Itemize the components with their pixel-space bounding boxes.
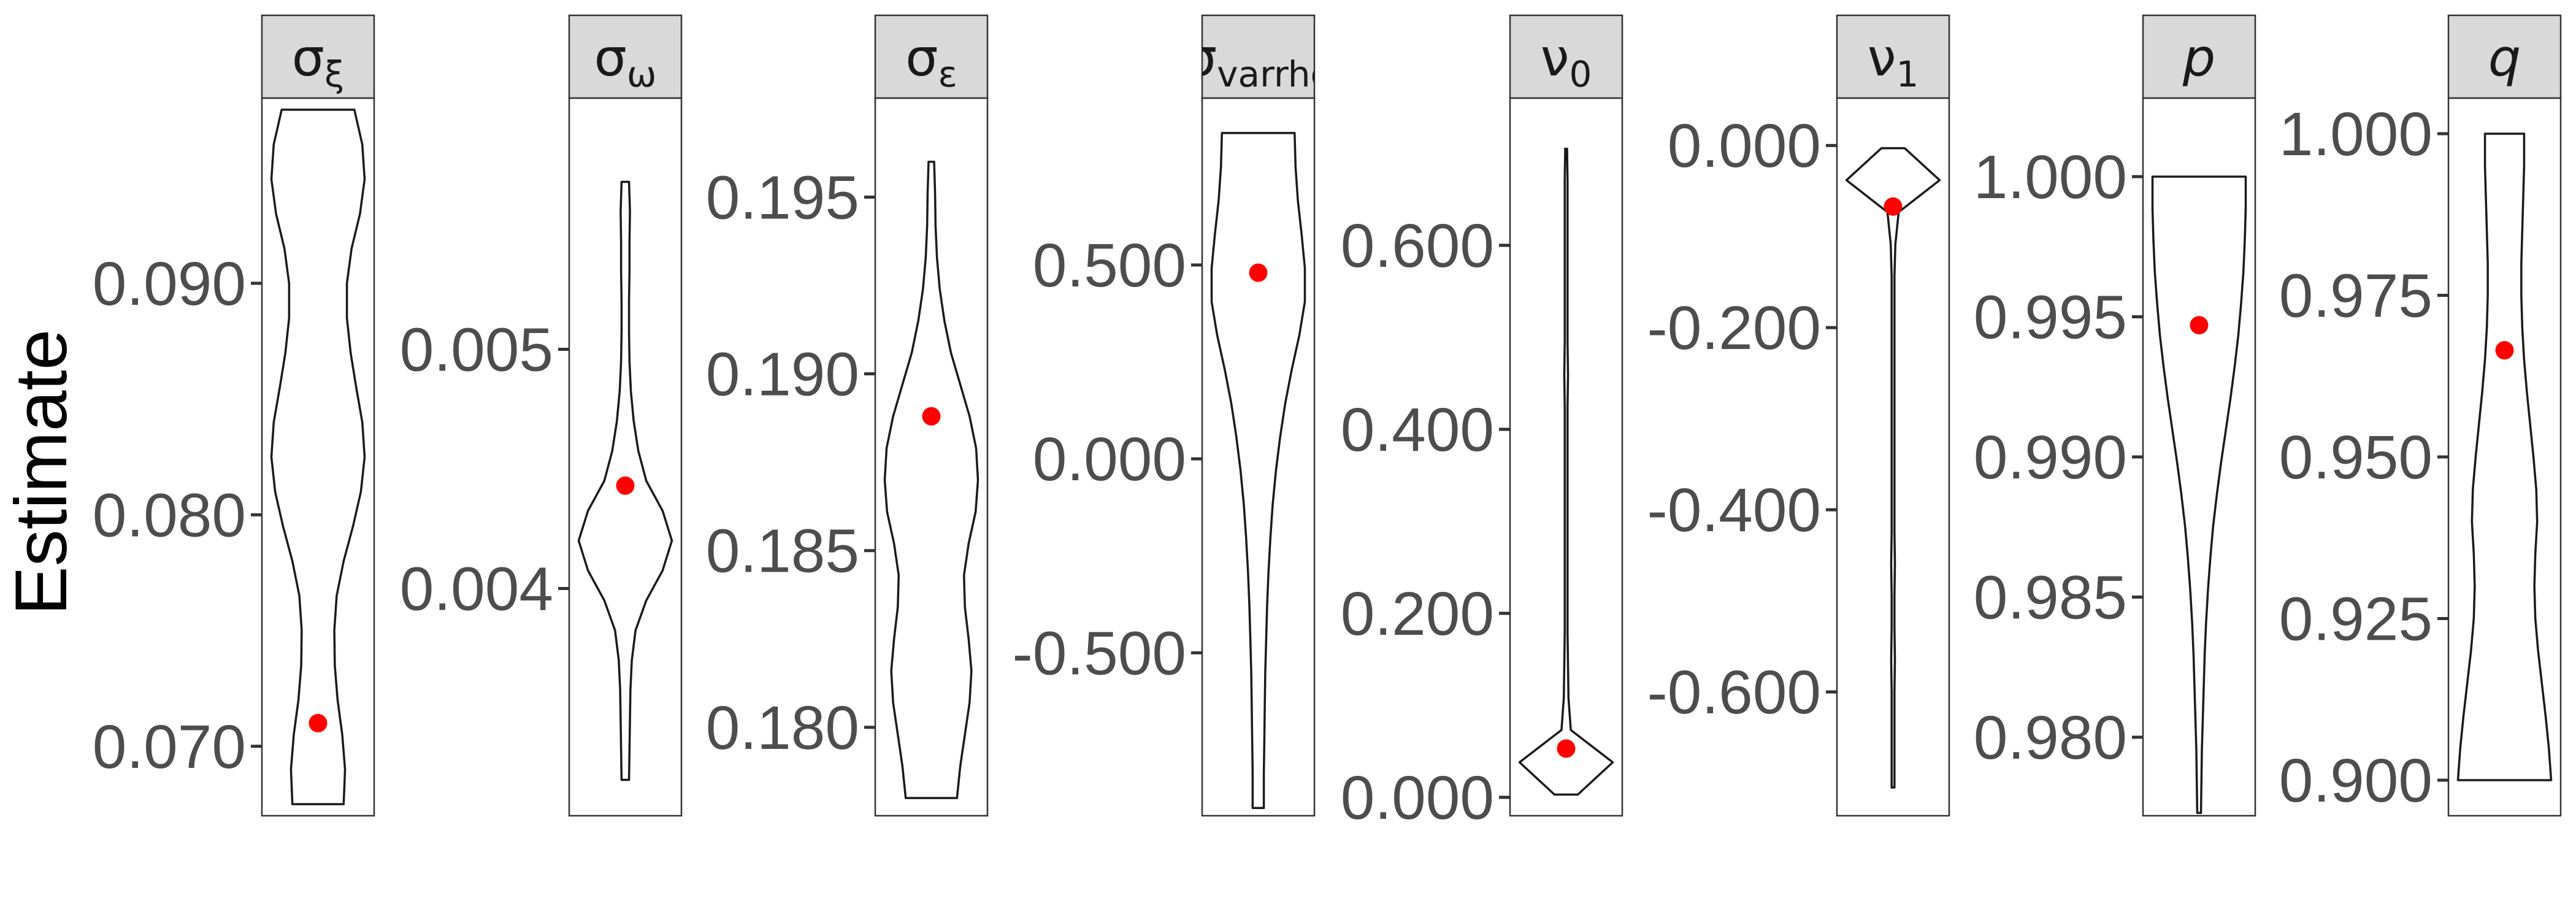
- violin-shape: [2151, 175, 2247, 815]
- violin-shape: [2456, 132, 2553, 781]
- y-tick-label: 0.990: [1974, 423, 2127, 492]
- y-tick-label: 0.925: [2279, 585, 2432, 654]
- y-tick-label: -0.500: [1012, 619, 1186, 688]
- violin-shape: [1518, 147, 1614, 796]
- point-estimate: [1249, 263, 1268, 282]
- facet-strip: [568, 14, 683, 99]
- y-tick-label: 0.070: [93, 713, 246, 781]
- violin-shape: [270, 109, 366, 805]
- facet-strip: [1509, 14, 1623, 99]
- y-tick-label: 0.995: [1974, 283, 2127, 351]
- y-tick-label: 0.975: [2279, 261, 2432, 330]
- violin-shape: [883, 160, 979, 799]
- facet-panel: σε 0.180 0.185 0.190 0.195: [706, 14, 989, 817]
- facet-strip: [874, 14, 989, 99]
- y-tick-label: -0.400: [1647, 476, 1821, 545]
- y-tick-label: 0.005: [400, 316, 553, 385]
- facet-panel: q 0.900 0.925 0.950 0.975 1.000: [2279, 14, 2562, 817]
- point-estimate: [2190, 316, 2209, 335]
- y-tick-label: 0.900: [2279, 746, 2432, 815]
- point-estimate: [309, 714, 328, 733]
- facet-panel: p 0.980 0.985 0.990 0.995 1.000: [1974, 14, 2256, 817]
- point-estimate: [1884, 197, 1903, 216]
- facet-strip-label: σω: [594, 28, 657, 95]
- facet-strip: [261, 14, 375, 99]
- facet-strip-label: σξ: [292, 28, 345, 95]
- y-tick-label: 0.400: [1341, 396, 1494, 464]
- facet-panel: σξ 0.070 0.080 0.090: [93, 14, 375, 817]
- y-tick-label: 0.000: [1033, 425, 1186, 494]
- y-tick-label: 0.080: [93, 481, 246, 550]
- y-tick-label: 1.000: [1974, 143, 2127, 212]
- y-tick-label: 0.000: [1341, 764, 1494, 832]
- point-estimate: [616, 476, 635, 495]
- violin-shape: [1210, 132, 1306, 810]
- y-tick-label: 1.000: [2279, 100, 2432, 169]
- facet-strip: [1201, 14, 1316, 99]
- facet-strip-label: q: [2488, 28, 2521, 88]
- point-estimate: [2495, 341, 2514, 360]
- panels-group: σξ 0.070 0.080 0.090 σω 0.004 0.005 σε 0.180 0.18…: [93, 14, 2562, 832]
- facet-panel: ν0 0.000 0.200 0.400 0.600: [1341, 14, 1623, 832]
- y-tick-label: 0.600: [1341, 212, 1494, 280]
- y-tick-label: -0.200: [1647, 294, 1821, 362]
- y-axis-label: Estimate: [0, 329, 82, 616]
- facet-strip-label: p: [2182, 28, 2215, 88]
- facet-strip: [2142, 14, 2256, 99]
- y-tick-label: 0.090: [93, 250, 246, 318]
- facet-strip-label: σvarrho: [1184, 28, 1332, 95]
- y-tick-label: 0.200: [1341, 580, 1494, 648]
- y-tick-label: 0.000: [1668, 112, 1821, 180]
- y-tick-label: 0.950: [2279, 423, 2432, 492]
- y-tick-label: 0.980: [1974, 703, 2127, 772]
- facet-panel: ν1 -0.600 -0.400 -0.200 0.000: [1647, 14, 1950, 817]
- y-tick-label: 0.185: [706, 517, 859, 586]
- facet-strip-label: ν1: [1868, 28, 1919, 95]
- y-tick-label: 0.190: [706, 340, 859, 409]
- y-tick-label: 0.195: [706, 163, 859, 232]
- facet-panel: σω 0.004 0.005: [400, 14, 683, 817]
- facet-strip-label: ν0: [1541, 28, 1592, 95]
- y-tick-label: 0.004: [400, 555, 553, 624]
- facet-strip-label: σε: [905, 28, 957, 95]
- y-tick-label: -0.600: [1647, 658, 1821, 727]
- y-tick-label: 0.180: [706, 694, 859, 762]
- y-tick-label: 0.500: [1033, 231, 1186, 300]
- facet-panel: σvarrho -0.500 0.000 0.500: [1012, 14, 1332, 817]
- point-estimate: [922, 407, 941, 426]
- point-estimate: [1557, 739, 1576, 758]
- violin-shape: [1845, 147, 1941, 789]
- y-tick-label: 0.985: [1974, 564, 2127, 632]
